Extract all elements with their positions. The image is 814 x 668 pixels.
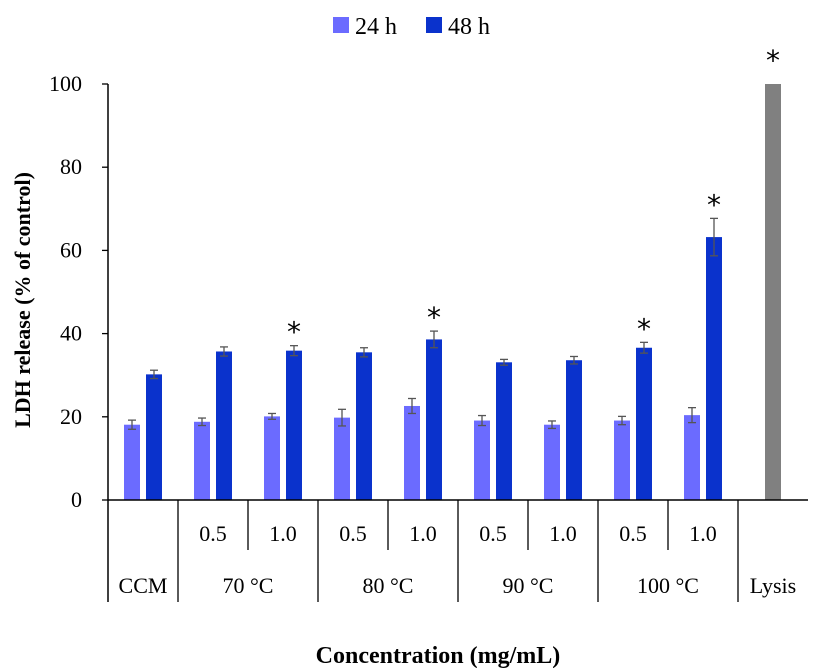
y-tick-label: 60 [60,237,82,262]
temperature-label: 90 °C [503,573,554,598]
significance-star: * [427,301,441,334]
y-tick-label: 20 [60,404,82,429]
bar-24h [124,424,140,500]
x-axis-label: Concentration (mg/mL) [316,643,561,668]
legend: 24 h 48 h [333,14,490,40]
y-tick-label: 0 [71,487,82,512]
bar-24h [264,416,280,500]
bar-48h [146,374,162,500]
concentration-label: 0.5 [199,521,227,546]
significance-star: * [707,188,721,221]
legend-label-24h: 24 h [355,14,397,40]
bar-24h [614,420,630,500]
axis-frame [107,84,808,602]
bar-24h [194,421,210,500]
legend-swatch-48h [426,17,442,33]
concentration-label: 0.5 [479,521,507,546]
bar-48h [566,360,582,500]
bar-24h [474,420,490,500]
temperature-label: 100 °C [637,573,699,598]
legend-label-48h: 48 h [448,14,490,40]
bar-48h [286,350,302,500]
bar-24h [684,415,700,500]
temperature-label: Lysis [750,573,796,598]
temperature-label: 80 °C [363,573,414,598]
bar-24h [544,424,560,500]
legend-swatch-24h [333,17,349,33]
bar-48h [356,352,372,500]
bar-lysis [765,84,781,500]
concentration-label: 0.5 [339,521,367,546]
bar-24h [404,405,420,500]
y-tick-label: 80 [60,154,82,179]
y-tick-label: 40 [60,321,82,346]
bar-48h [496,362,512,500]
significance-star: * [766,44,780,77]
bar-24h [334,417,350,500]
bar-48h [636,347,652,500]
concentration-label: 1.0 [269,521,297,546]
significance-star: * [637,312,651,345]
temperature-label: 70 °C [223,573,274,598]
concentration-label: 1.0 [409,521,437,546]
y-axis-label: LDH release (% of control) [10,172,35,428]
concentration-label: 1.0 [689,521,717,546]
temperature-label: CCM [119,573,168,598]
concentration-label: 0.5 [619,521,647,546]
bars: * * * * * [124,44,781,500]
bar-48h [706,237,722,500]
y-tick-label: 100 [49,71,82,96]
bar-48h [216,351,232,500]
concentration-label: 1.0 [549,521,577,546]
bar-48h [426,339,442,500]
category-labels: 0.5 1.0 0.5 1.0 0.5 1.0 0.5 1.0 CCM 70 °C 80 °C 90 … [119,521,797,598]
y-axis-ticks: 0 20 40 60 80 100 [49,71,108,512]
significance-star: * [287,316,301,349]
